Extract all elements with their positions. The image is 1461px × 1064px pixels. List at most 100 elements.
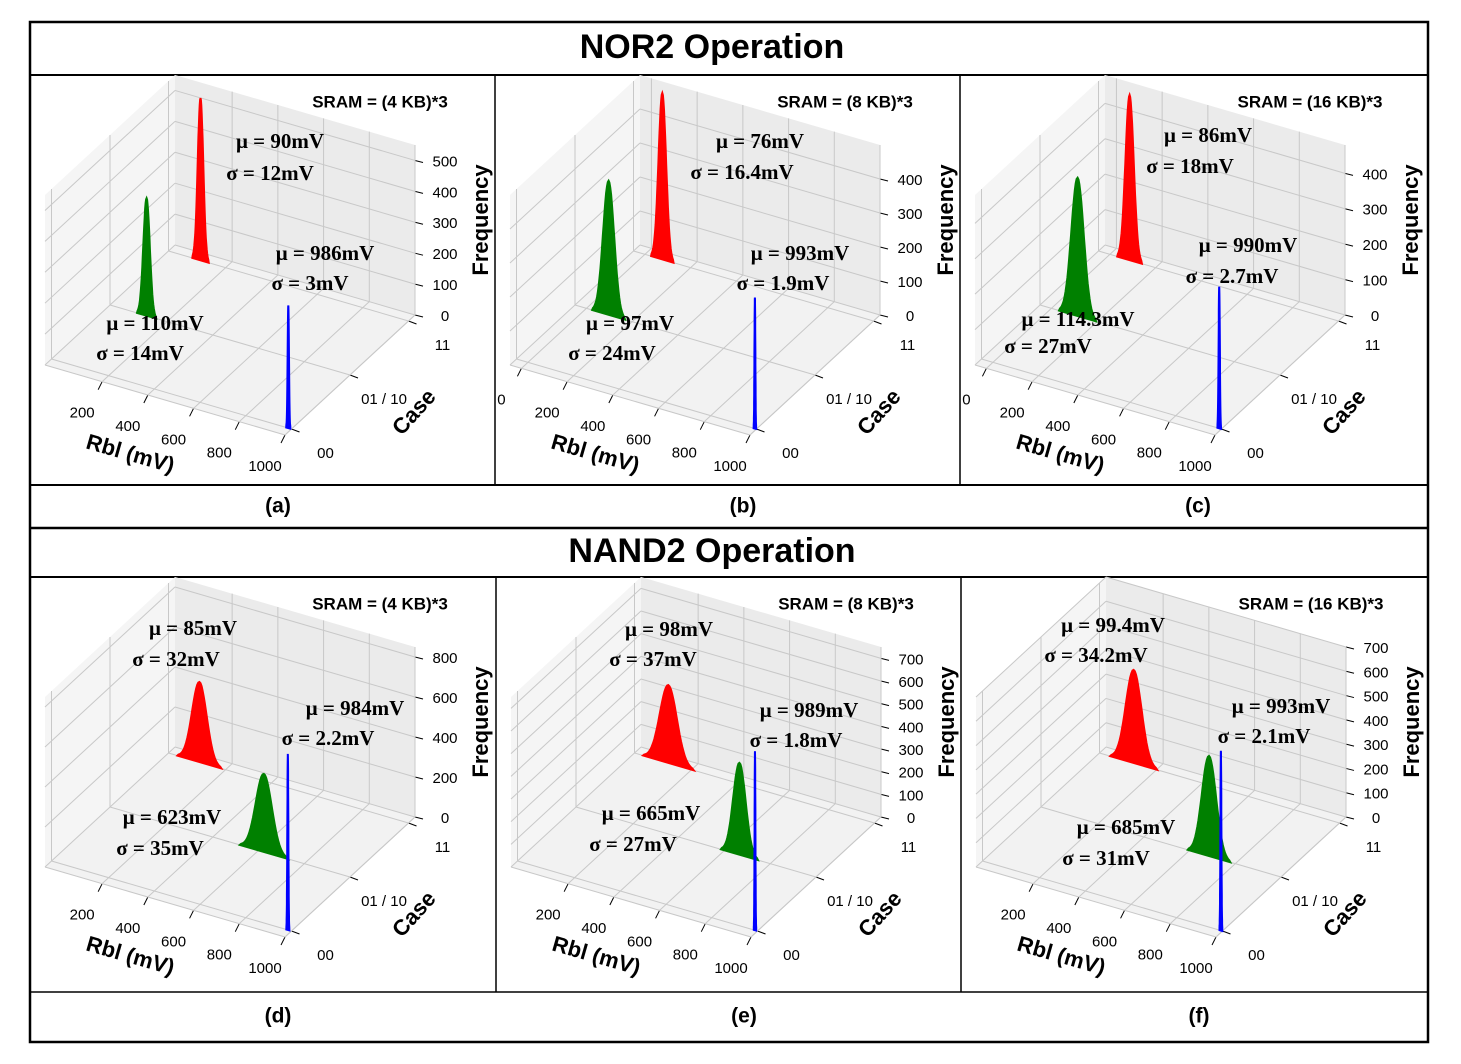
x-tick-label: 400 xyxy=(115,418,140,435)
y-tick xyxy=(756,428,765,433)
sigma-label: σ = 24mV xyxy=(568,341,656,365)
axis-line xyxy=(509,364,751,436)
histogram-peak xyxy=(752,297,758,431)
mean-label: μ = 986mV xyxy=(276,241,375,265)
grid-line xyxy=(640,723,882,795)
x-tick xyxy=(1119,408,1125,417)
z-tick xyxy=(1344,314,1354,318)
z-tick-label: 400 xyxy=(897,172,922,189)
z-tick xyxy=(1344,172,1354,176)
z-tick xyxy=(1345,646,1355,650)
z-axis-label: Frequency xyxy=(468,666,493,778)
chart-title: SRAM = (16 KB)*3 xyxy=(1237,92,1382,111)
x-tick-label: 800 xyxy=(207,947,232,964)
mean-label: μ = 623mV xyxy=(123,805,222,829)
grid-line xyxy=(1104,138,1346,210)
sigma-label: σ = 12mV xyxy=(226,161,314,185)
z-tick-label: 700 xyxy=(898,651,923,668)
z-tick xyxy=(414,656,424,660)
histogram-peak xyxy=(175,680,224,771)
grid-line xyxy=(1104,102,1346,174)
y-tick xyxy=(757,930,766,935)
z-tick-label: 200 xyxy=(1362,237,1387,254)
z-tick xyxy=(414,190,424,194)
grid-line xyxy=(174,666,416,738)
grid-line xyxy=(1105,673,1347,745)
grid-line xyxy=(1104,173,1346,245)
grid-line xyxy=(640,655,882,727)
grid-line xyxy=(174,120,416,192)
panel-caption: (a) xyxy=(265,495,291,518)
sigma-label: σ = 16.4mV xyxy=(690,160,793,184)
x-tick xyxy=(189,910,195,919)
chart-title: SRAM = (4 KB)*3 xyxy=(312,594,448,613)
grid-line xyxy=(640,610,882,682)
sigma-label: σ = 37mV xyxy=(609,647,697,671)
grid-line xyxy=(1104,244,1346,316)
grid-line xyxy=(51,358,292,430)
sigma-label: σ = 14mV xyxy=(96,341,184,365)
y-tick-label: 01 / 10 xyxy=(827,893,873,910)
mean-label: μ = 86mV xyxy=(1164,123,1252,147)
x-tick xyxy=(745,434,751,444)
z-tick xyxy=(1345,719,1355,723)
z-tick-label: 100 xyxy=(432,277,457,294)
z-tick-label: 100 xyxy=(898,787,923,804)
y-tick-label: 11 xyxy=(901,839,917,856)
panel: 200 400 600 800 1000 0 100 200 300 400 500 600 700 00… xyxy=(510,577,959,980)
sigma-label: σ = 32mV xyxy=(132,647,220,671)
y-tick-label: 01 / 10 xyxy=(361,391,407,408)
z-tick-label: 0 xyxy=(906,308,914,325)
z-tick xyxy=(879,314,889,318)
grid-line xyxy=(640,678,882,750)
x-tick xyxy=(746,936,752,946)
x-tick-label: 800 xyxy=(207,445,232,462)
x-tick-label: 200 xyxy=(70,405,95,422)
mean-label: μ = 110mV xyxy=(106,311,203,335)
y-tick xyxy=(1279,374,1289,379)
z-tick xyxy=(414,736,424,740)
x-tick xyxy=(516,368,522,377)
z-axis-label: Frequency xyxy=(1398,164,1423,276)
x-tick xyxy=(700,923,706,932)
histogram-peak xyxy=(285,753,291,932)
sigma-label: σ = 34.2mV xyxy=(1044,643,1147,667)
z-tick xyxy=(879,178,889,182)
y-tick-label: 00 xyxy=(783,947,800,964)
x-tick-label: 200 xyxy=(535,405,560,422)
back-wall xyxy=(175,75,415,315)
z-tick xyxy=(1344,208,1354,212)
axis-line xyxy=(975,866,1217,938)
x-tick-label: 200 xyxy=(1001,907,1026,924)
panel-caption: (f) xyxy=(1189,1005,1210,1028)
x-tick-label: 800 xyxy=(672,445,697,462)
x-tick xyxy=(1027,381,1033,390)
grid-line xyxy=(174,626,416,698)
grid-line xyxy=(1104,209,1346,281)
sigma-label: σ = 35mV xyxy=(116,836,204,860)
z-tick xyxy=(414,159,424,163)
axis-line xyxy=(284,816,416,938)
x-tick xyxy=(97,381,103,390)
y-tick-label: 00 xyxy=(782,445,799,462)
z-tick-label: 300 xyxy=(432,215,457,232)
x-tick-label: 400 xyxy=(115,920,140,937)
sigma-label: σ = 31mV xyxy=(1062,846,1150,870)
x-tick-label: 800 xyxy=(1137,445,1162,462)
y-tick-label: 00 xyxy=(317,947,334,964)
x-tick-label: 1000 xyxy=(248,960,281,977)
x-tick xyxy=(189,408,195,417)
x-tick-label: 400 xyxy=(580,418,605,435)
y-tick xyxy=(874,822,883,827)
z-tick-label: 200 xyxy=(432,770,457,787)
chart-title: SRAM = (16 KB)*3 xyxy=(1238,594,1383,613)
axis-line xyxy=(44,364,286,436)
histogram-peak xyxy=(285,305,292,431)
x-tick-label: 1000 xyxy=(1179,960,1212,977)
histogram-peak xyxy=(1218,750,1224,933)
x-tick-label: 600 xyxy=(1092,933,1117,950)
z-tick-label: 400 xyxy=(898,719,923,736)
z-tick xyxy=(880,748,890,752)
x-tick xyxy=(981,368,987,377)
histogram-peak xyxy=(1108,668,1160,772)
